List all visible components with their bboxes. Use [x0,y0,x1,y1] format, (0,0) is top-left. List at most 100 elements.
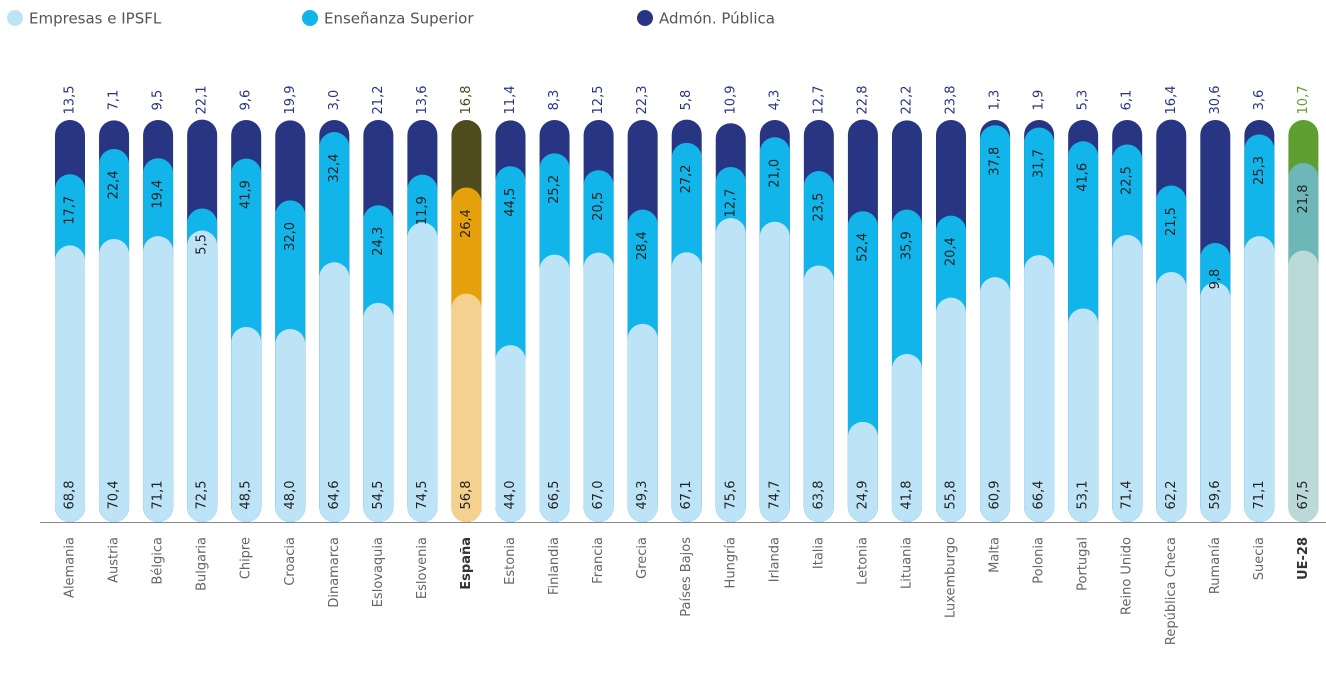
value-label: 22,4 [107,170,122,199]
value-label: 41,9 [239,180,254,209]
value-label: 66,4 [1032,481,1047,510]
x-tick-label: Reino Unido [1120,537,1135,615]
bar-segment [847,421,878,522]
value-label: 53,1 [1076,481,1091,510]
x-tick-label: Suecia [1252,537,1267,580]
bar-segment [495,345,526,522]
value-label: 5,5 [195,234,210,255]
value-label: 22,3 [635,86,650,115]
value-label: 55,8 [944,481,959,510]
value-label: 9,6 [239,90,254,111]
value-label: 12,5 [591,86,606,115]
value-label: 12,7 [811,86,826,115]
value-label: 68,8 [63,481,78,510]
value-label: 37,8 [988,147,1003,176]
value-label: 74,7 [767,481,782,510]
value-label: 21,8 [1296,185,1311,214]
x-tick-label: UE-28 [1296,537,1311,580]
value-label: 70,4 [107,481,122,510]
bar-segment [1200,282,1231,522]
bar-segment [319,262,350,522]
x-tick-label: Croacia [283,537,298,586]
value-label: 62,2 [1164,481,1179,510]
value-label: 5,3 [1076,90,1091,111]
x-tick-label: Chipre [239,537,254,579]
value-label: 27,2 [679,164,694,193]
x-tick-label: Bulgaria [195,537,210,591]
x-tick-label: Francia [591,537,606,584]
legend-swatch [302,10,318,26]
value-label: 41,8 [899,481,914,510]
x-tick-label: Letonia [855,537,870,585]
legend-label: Enseñanza Superior [324,10,474,28]
value-label: 7,1 [107,90,122,111]
value-label: 67,5 [1296,481,1311,510]
x-tick-label: Malta [988,537,1003,573]
bar-segment [451,293,482,522]
x-tick-label: Rumanía [1208,537,1223,594]
value-label: 22,5 [1120,166,1135,195]
value-label: 1,3 [988,90,1003,111]
value-label: 23,5 [811,193,826,222]
value-label: 75,6 [723,481,738,510]
value-label: 60,9 [988,481,1003,510]
value-label: 32,4 [327,154,342,183]
value-label: 17,7 [63,196,78,225]
x-tick-label: Hungría [723,537,738,588]
value-label: 71,1 [1252,481,1267,510]
bar-segment [231,327,262,522]
value-label: 11,9 [415,196,430,225]
value-label: 48,0 [283,481,298,510]
value-label: 28,4 [635,231,650,260]
x-tick-label: Eslovaquia [371,537,386,607]
value-label: 22,1 [195,86,210,115]
value-label: 5,8 [679,90,694,111]
value-label: 19,4 [151,180,166,209]
value-label: 30,6 [1208,86,1223,115]
bar-segment [1068,308,1099,522]
bar-segment [1112,234,1143,523]
value-label: 26,4 [459,209,474,238]
value-label: 56,8 [459,481,474,510]
x-tick-label: Estonia [503,537,518,585]
value-label: 44,0 [503,481,518,510]
x-tick-label: Irlanda [767,537,782,582]
bar-segment [803,265,834,522]
legend-label: Admón. Pública [659,10,775,28]
value-label: 19,9 [283,86,298,115]
value-label: 41,6 [1076,163,1091,192]
bar-segment [275,329,306,522]
value-label: 67,0 [591,481,606,510]
value-label: 10,7 [1296,86,1311,115]
value-label: 31,7 [1032,149,1047,178]
value-label: 21,5 [1164,207,1179,236]
x-tick-label: Portugal [1076,537,1091,591]
bar-segment [1156,271,1187,522]
bar-segment [1288,250,1319,522]
bar-segment [980,277,1011,522]
value-label: 13,5 [63,86,78,115]
bar-segment [143,236,174,523]
value-label: 9,8 [1208,269,1223,290]
x-tick-label: Bélgica [151,537,166,585]
value-label: 63,8 [811,481,826,510]
bar-segment [1024,255,1055,522]
x-tick-label: República Checa [1164,537,1179,645]
value-label: 16,4 [1164,86,1179,115]
value-label: 3,0 [327,90,342,111]
x-tick-label: Italia [811,537,826,569]
x-tick-label: Grecia [635,537,650,579]
bar-segment [715,218,746,522]
value-label: 16,8 [459,86,474,115]
value-label: 59,6 [1208,481,1223,510]
x-tick-label: Lituania [899,537,914,589]
value-label: 21,2 [371,86,386,115]
x-tick-label: Luxemburgo [944,537,959,618]
value-label: 10,9 [723,86,738,115]
value-label: 9,5 [151,90,166,111]
value-label: 74,5 [415,481,430,510]
value-label: 22,2 [899,86,914,115]
value-label: 49,3 [635,481,650,510]
x-tick-label: Polonia [1032,537,1047,584]
